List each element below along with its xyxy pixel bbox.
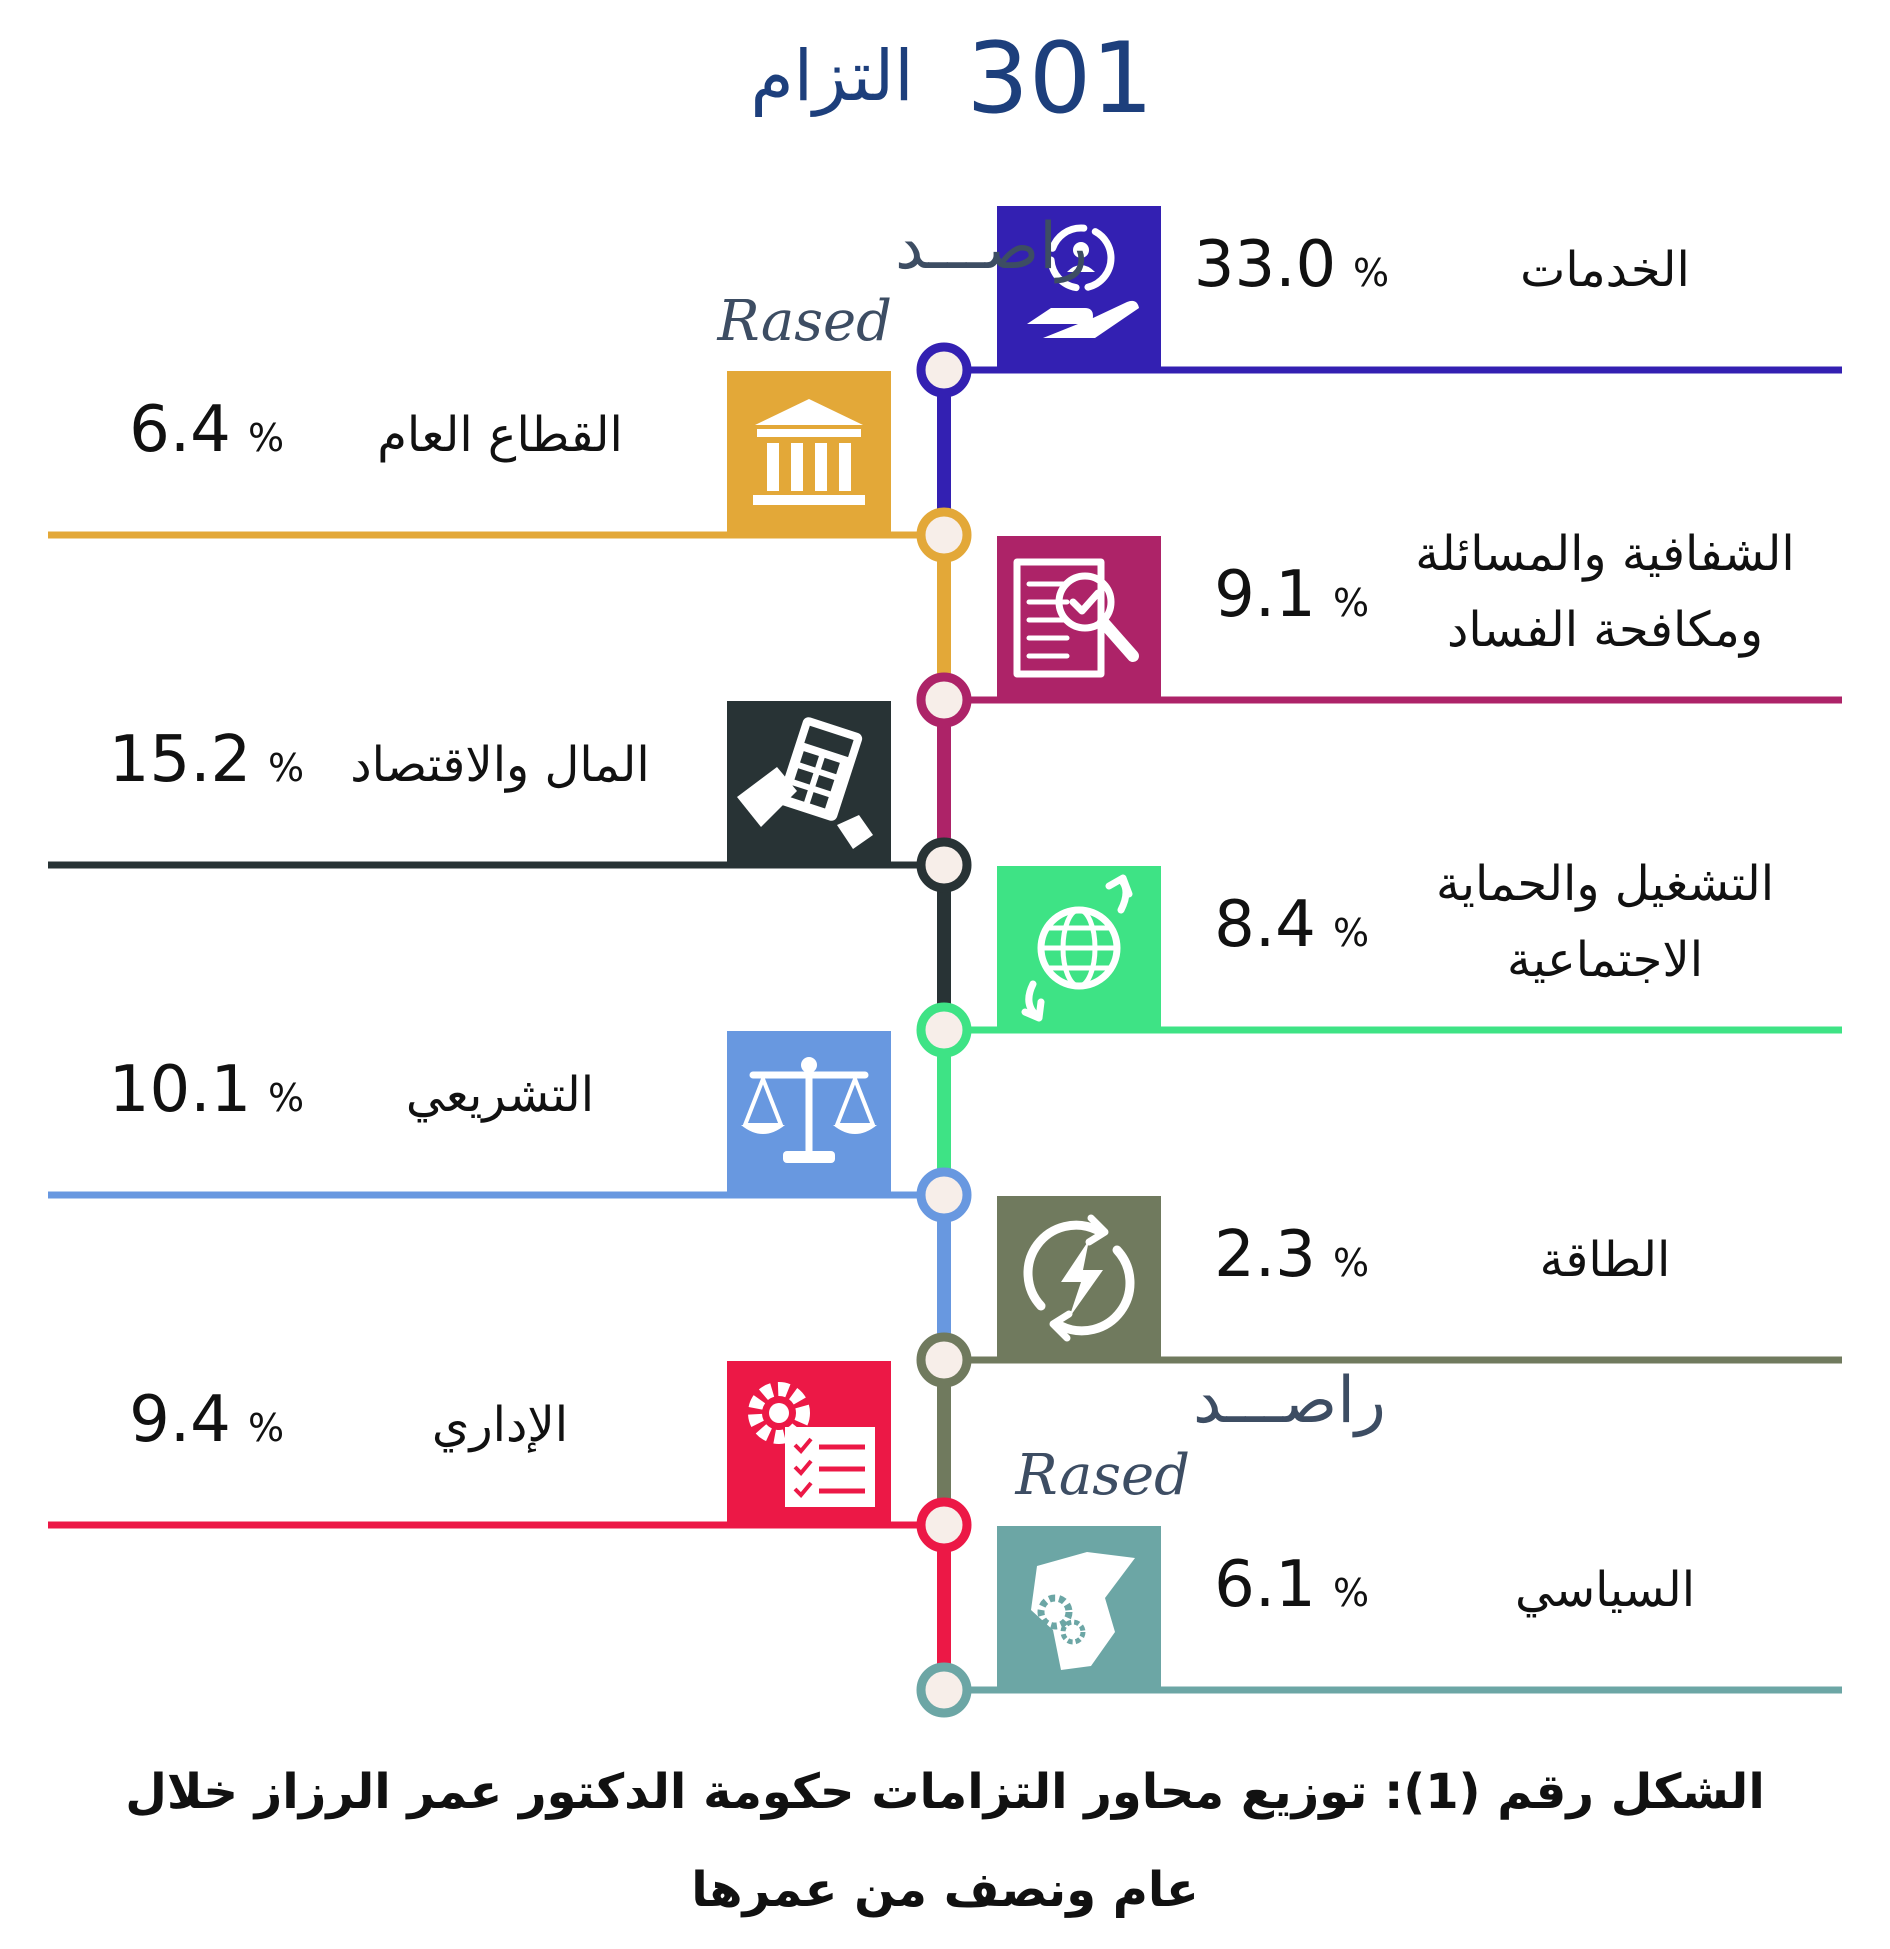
- category-row: 10.1% التشريعي: [48, 1031, 944, 1199]
- category-row: 2.3% الطاقة: [944, 1196, 1842, 1364]
- category-label: الاجتماعية: [1507, 932, 1703, 988]
- total-label: التزام: [750, 35, 913, 117]
- category-value: 33.0: [1194, 228, 1337, 302]
- timeline-node: [916, 342, 972, 398]
- timeline-node: [916, 837, 972, 893]
- calculator-hand-icon: [737, 717, 873, 849]
- timeline-node: [916, 1497, 972, 1553]
- gear-checklist-icon: [748, 1382, 875, 1507]
- government-building-icon: [753, 399, 865, 505]
- percent-sign: %: [1333, 911, 1369, 955]
- figure-caption: الشكل رقم (1): توزيع محاور التزامات حكوم…: [125, 1764, 1765, 1918]
- percent-sign: %: [1333, 1241, 1369, 1285]
- category-value: 6.1: [1214, 1548, 1316, 1622]
- category-label: التشريعي: [406, 1067, 594, 1123]
- category-row: 33.0% الخدمات: [944, 206, 1842, 374]
- rased-logo-latin: Rased: [1014, 1443, 1190, 1508]
- timeline-node: [916, 1167, 972, 1223]
- timeline-node: [916, 1002, 972, 1058]
- category-rows: 33.0% الخدمات 6.4% القطاع العام 9.1 % الشفافية…: [48, 206, 1842, 1694]
- category-label: ومكافحة الفساد: [1447, 602, 1763, 658]
- category-label: القطاع العام: [377, 407, 623, 463]
- jordan-map-gears-icon: [1031, 1552, 1135, 1670]
- category-value: 8.4: [1214, 888, 1316, 962]
- percent-sign: %: [1353, 251, 1389, 295]
- percent-sign: %: [248, 1406, 284, 1450]
- energy-cycle-icon: [1023, 1214, 1135, 1342]
- header: 301 التزام: [750, 22, 1153, 136]
- category-value: 10.1: [109, 1053, 252, 1127]
- category-label: السياسي: [1515, 1562, 1695, 1618]
- timeline-node: [916, 507, 972, 563]
- percent-sign: %: [1333, 581, 1369, 625]
- category-row: 15.2% المال والاقتصاد: [48, 701, 944, 869]
- category-tile: [727, 371, 891, 535]
- category-row: 8.4 % التشغيل والحماية الاجتماعية: [944, 856, 1842, 1034]
- service-hand-icon: [1027, 224, 1139, 338]
- rased-logo-arabic: راصـــد: [1193, 1364, 1386, 1438]
- category-value: 9.4: [129, 1383, 231, 1457]
- category-row: 9.1 % الشفافية والمسائلة ومكافحة الفساد: [944, 526, 1842, 704]
- scales-icon: [741, 1057, 877, 1163]
- caption-line-2: عام ونصف من عمرها: [691, 1862, 1199, 1918]
- category-row: 6.1% السياسي: [944, 1526, 1842, 1694]
- category-label: التشغيل والحماية: [1436, 856, 1774, 912]
- category-row: 6.4% القطاع العام: [48, 371, 944, 539]
- percent-sign: %: [268, 1076, 304, 1120]
- rased-logo-latin: Rased: [716, 289, 892, 354]
- category-value: 9.1: [1214, 558, 1316, 632]
- category-value: 6.4: [129, 393, 231, 467]
- globe-arrows-icon: [1021, 874, 1133, 1022]
- timeline-node: [916, 1332, 972, 1388]
- timeline-nodes: [916, 342, 972, 1718]
- caption-line-1: الشكل رقم (1): توزيع محاور التزامات حكوم…: [125, 1764, 1765, 1820]
- category-label: الخدمات: [1520, 242, 1690, 298]
- percent-sign: %: [1333, 1571, 1369, 1615]
- rased-logo-bottom: راصـــد Rased: [1014, 1364, 1385, 1508]
- timeline-node: [916, 1662, 972, 1718]
- document-magnifier-icon: [1013, 558, 1139, 678]
- category-value: 2.3: [1214, 1218, 1316, 1292]
- category-label: الطاقة: [1540, 1232, 1671, 1288]
- rased-logo-top: راصـــد Rased: [716, 210, 1087, 354]
- rased-logo-arabic: راصـــد: [895, 210, 1088, 284]
- category-label: الإداري: [432, 1397, 568, 1453]
- total-count: 301: [966, 22, 1153, 136]
- percent-sign: %: [248, 416, 284, 460]
- category-value: 15.2: [109, 723, 252, 797]
- category-row: 9.4% الإداري: [48, 1361, 944, 1529]
- category-label: المال والاقتصاد: [350, 737, 649, 793]
- timeline-node: [916, 672, 972, 728]
- percent-sign: %: [268, 746, 304, 790]
- category-label: الشفافية والمسائلة: [1415, 526, 1794, 582]
